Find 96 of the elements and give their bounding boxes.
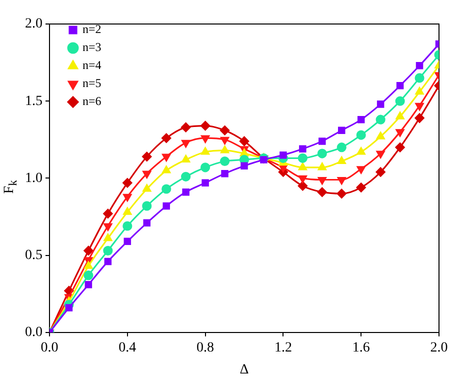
point — [376, 167, 386, 177]
point — [416, 62, 424, 70]
y-tick-label: 2.0 — [25, 16, 42, 32]
point — [299, 145, 306, 153]
point — [415, 87, 424, 95]
point — [220, 126, 230, 136]
legend-label: n=4 — [82, 58, 102, 72]
point — [414, 113, 424, 123]
x-axis-title: Δ — [240, 362, 249, 378]
point — [142, 152, 152, 162]
point — [103, 208, 113, 218]
point — [317, 187, 327, 197]
point — [84, 261, 93, 269]
point — [239, 136, 250, 146]
point — [65, 304, 73, 312]
point — [356, 182, 366, 192]
point — [84, 270, 94, 280]
point — [357, 116, 365, 124]
point — [162, 154, 171, 162]
point — [124, 238, 132, 246]
point — [122, 178, 132, 188]
point — [338, 126, 346, 134]
point — [298, 181, 308, 191]
point — [200, 120, 210, 131]
point — [123, 207, 132, 215]
point — [395, 142, 405, 152]
point — [337, 176, 346, 185]
point — [318, 138, 326, 145]
point — [356, 166, 366, 174]
point — [396, 129, 404, 137]
point — [415, 102, 424, 111]
legend-label: n=6 — [82, 94, 102, 108]
point — [317, 148, 327, 158]
y-tick-label: 0.0 — [25, 325, 42, 340]
point — [356, 147, 366, 155]
point — [298, 162, 307, 170]
point — [202, 179, 209, 186]
x-tick-label: 0.4 — [118, 340, 136, 356]
point — [298, 153, 308, 163]
point — [396, 112, 404, 120]
point — [221, 170, 228, 178]
legend-label: n=2 — [82, 22, 102, 36]
point — [104, 223, 112, 231]
point — [181, 122, 191, 132]
point — [162, 166, 171, 174]
point — [181, 172, 191, 182]
point — [142, 184, 152, 192]
x-tick-label: 2.0 — [430, 340, 448, 356]
point — [298, 175, 307, 183]
point — [123, 194, 132, 202]
point — [182, 188, 190, 196]
point — [356, 130, 366, 140]
point — [376, 132, 385, 140]
y-tick-label: 1.0 — [25, 170, 42, 186]
x-tick-label: 1.2 — [274, 340, 292, 356]
point — [396, 82, 404, 90]
point — [376, 114, 386, 124]
point — [182, 154, 190, 162]
point — [414, 73, 424, 83]
x-tick-label: 1.6 — [352, 340, 370, 356]
point — [201, 135, 210, 143]
point — [220, 136, 230, 144]
point — [201, 147, 210, 155]
point — [142, 201, 152, 211]
point — [318, 162, 326, 170]
point — [376, 150, 385, 158]
point — [280, 151, 287, 159]
point — [84, 280, 92, 288]
point — [220, 146, 230, 154]
legend-label: n=3 — [82, 40, 102, 54]
point — [395, 96, 405, 106]
y-tick-label: 0.5 — [25, 248, 42, 263]
point — [200, 162, 210, 172]
point — [182, 140, 190, 148]
point — [162, 184, 172, 194]
point — [337, 156, 346, 164]
point — [103, 246, 113, 256]
point — [220, 156, 230, 166]
point — [162, 202, 170, 210]
point — [240, 162, 248, 170]
point — [162, 133, 172, 143]
point — [240, 148, 249, 156]
point — [104, 234, 112, 242]
point — [122, 221, 132, 231]
y-tick-label: 1.5 — [25, 94, 42, 109]
point — [318, 176, 326, 185]
point — [84, 246, 94, 256]
point — [142, 170, 152, 178]
legend-label: n=5 — [82, 76, 102, 90]
point — [143, 219, 151, 227]
point — [104, 258, 112, 266]
point — [336, 142, 346, 152]
point — [336, 188, 346, 198]
point — [376, 100, 384, 108]
x-tick-label: 0.0 — [40, 340, 58, 356]
x-tick-label: 0.8 — [196, 340, 214, 356]
